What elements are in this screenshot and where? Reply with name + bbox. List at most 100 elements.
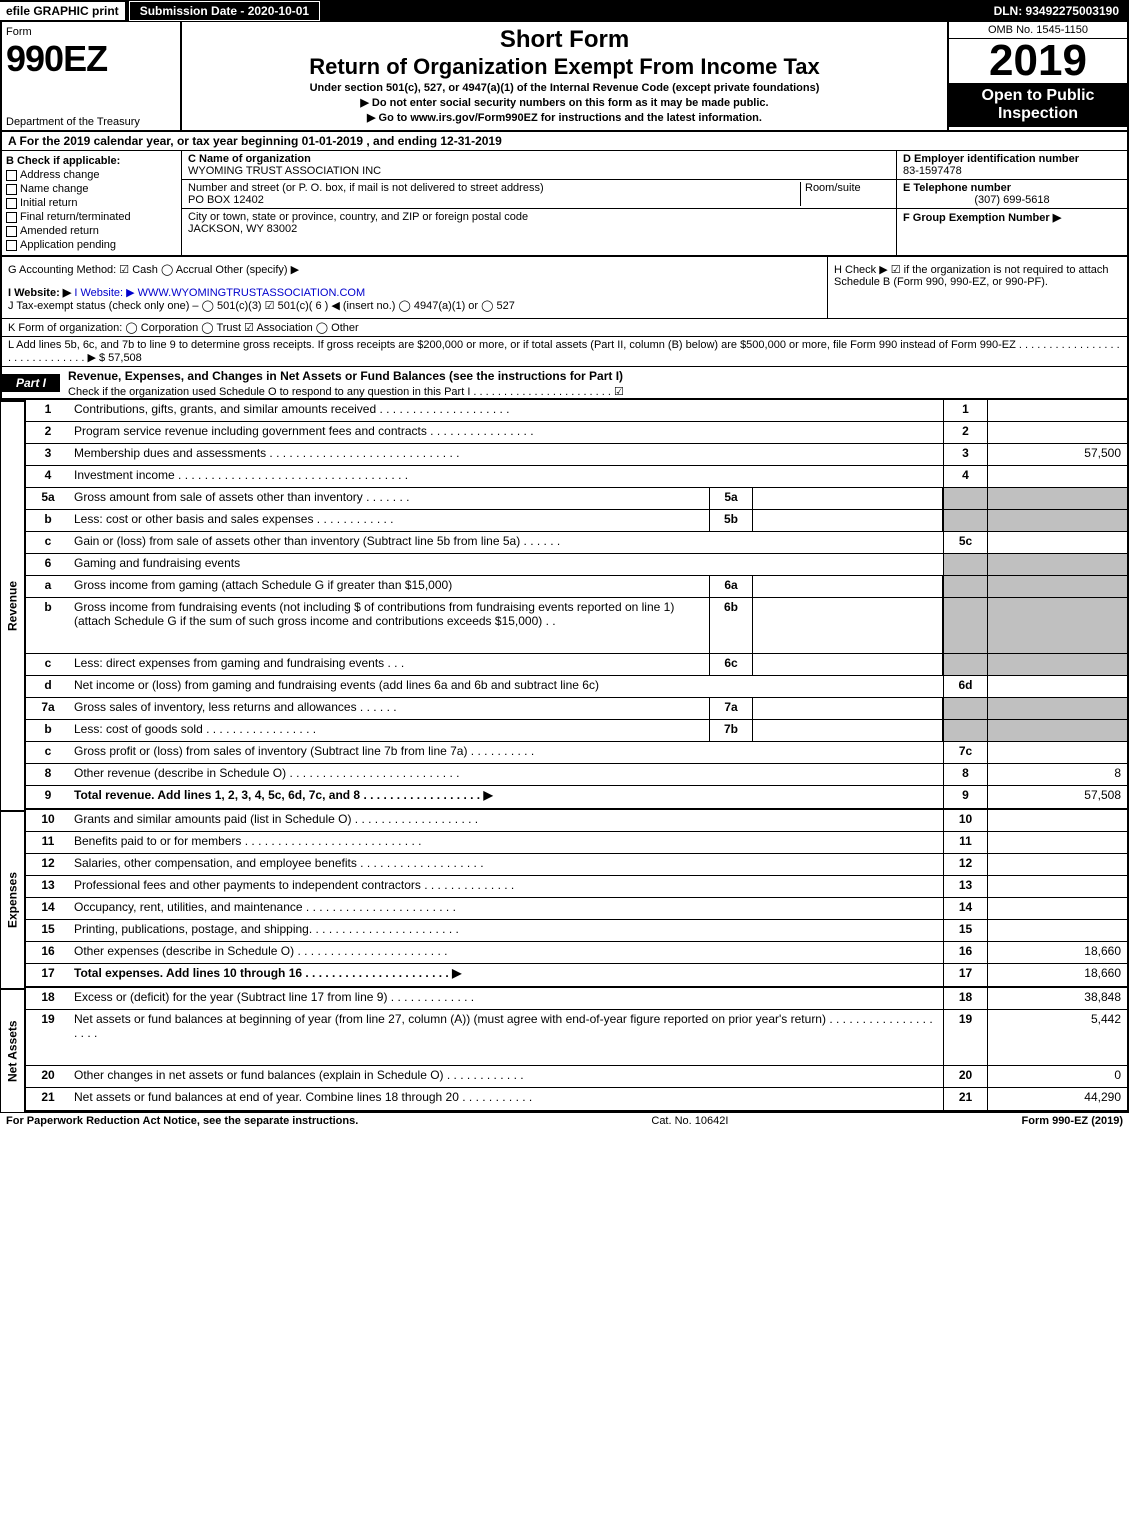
opt-address-change[interactable]: Address change [6, 169, 177, 181]
line-number: 9 [26, 786, 70, 808]
line-desc: Printing, publications, postage, and shi… [70, 920, 943, 941]
line-number: 3 [26, 444, 70, 465]
sub-line-value [753, 598, 943, 653]
line-row: 18Excess or (deficit) for the year (Subt… [26, 988, 1127, 1010]
city: JACKSON, WY 83002 [188, 223, 297, 235]
line-value [987, 832, 1127, 853]
right-line-number: 20 [943, 1066, 987, 1087]
right-line-number [943, 510, 987, 531]
street: PO BOX 12402 [188, 194, 264, 206]
opt-amended[interactable]: Amended return [6, 225, 177, 237]
opt-initial-return[interactable]: Initial return [6, 197, 177, 209]
right-line-number: 2 [943, 422, 987, 443]
line-row: 17Total expenses. Add lines 10 through 1… [26, 964, 1127, 986]
line-number: 2 [26, 422, 70, 443]
line-desc: Net income or (loss) from gaming and fun… [70, 676, 943, 697]
right-line-number: 7c [943, 742, 987, 763]
line-row: cGross profit or (loss) from sales of in… [26, 742, 1127, 764]
line-value [987, 742, 1127, 763]
right-line-number: 15 [943, 920, 987, 941]
line-desc: Gross income from fundraising events (no… [70, 598, 709, 653]
sub-line-value [753, 698, 943, 719]
part-i-header: Part I Revenue, Expenses, and Changes in… [0, 367, 1129, 400]
line-row: 6Gaming and fundraising events [26, 554, 1127, 576]
right-line-number: 6d [943, 676, 987, 697]
line-value: 8 [987, 764, 1127, 785]
footer-left: For Paperwork Reduction Act Notice, see … [6, 1115, 358, 1127]
line-row: 21Net assets or fund balances at end of … [26, 1088, 1127, 1110]
city-label: City or town, state or province, country… [188, 211, 528, 223]
line-g: G Accounting Method: ☑ Cash ◯ Accrual Ot… [8, 263, 821, 276]
line-desc: Other changes in net assets or fund bala… [70, 1066, 943, 1087]
line-number: c [26, 532, 70, 553]
expenses-side-label: Expenses [0, 810, 26, 988]
ssn-warning: ▶ Do not enter social security numbers o… [190, 96, 939, 109]
line-value [987, 400, 1127, 421]
opt-name-change[interactable]: Name change [6, 183, 177, 195]
line-value [987, 676, 1127, 697]
line-row: cGain or (loss) from sale of assets othe… [26, 532, 1127, 554]
right-line-number: 1 [943, 400, 987, 421]
line-number: 1 [26, 400, 70, 421]
line-value: 57,508 [987, 786, 1127, 808]
line-row: 11Benefits paid to or for members . . . … [26, 832, 1127, 854]
line-desc: Less: cost or other basis and sales expe… [70, 510, 709, 531]
org-name: WYOMING TRUST ASSOCIATION INC [188, 165, 381, 177]
box-def: D Employer identification number 83-1597… [897, 151, 1127, 255]
opt-final-return[interactable]: Final return/terminated [6, 211, 177, 223]
line-desc: Salaries, other compensation, and employ… [70, 854, 943, 875]
line-l: L Add lines 5b, 6c, and 7b to line 9 to … [0, 337, 1129, 367]
line-desc: Gaming and fundraising events [70, 554, 943, 575]
line-desc: Total expenses. Add lines 10 through 16 … [70, 964, 943, 986]
line-number: 5a [26, 488, 70, 509]
dept-treasury: Department of the Treasury [6, 116, 140, 128]
box-c: C Name of organization WYOMING TRUST ASS… [182, 151, 897, 255]
line-h: H Check ▶ ☑ if the organization is not r… [827, 257, 1127, 318]
line-desc: Contributions, gifts, grants, and simila… [70, 400, 943, 421]
line-number: a [26, 576, 70, 597]
line-row: 4Investment income . . . . . . . . . . .… [26, 466, 1127, 488]
right-line-number: 9 [943, 786, 987, 808]
line-value [987, 466, 1127, 487]
line-desc: Less: direct expenses from gaming and fu… [70, 654, 709, 675]
sub-line-number: 6a [709, 576, 753, 597]
right-line-number: 4 [943, 466, 987, 487]
line-row: 15Printing, publications, postage, and s… [26, 920, 1127, 942]
goto-link[interactable]: ▶ Go to www.irs.gov/Form990EZ for instru… [190, 111, 939, 124]
line-i[interactable]: I Website: ▶ I Website: ▶ WWW.WYOMINGTRU… [8, 286, 821, 299]
line-desc: Excess or (deficit) for the year (Subtra… [70, 988, 943, 1009]
line-number: b [26, 598, 70, 653]
line-value [987, 876, 1127, 897]
line-number: d [26, 676, 70, 697]
line-number: 15 [26, 920, 70, 941]
line-desc: Other revenue (describe in Schedule O) .… [70, 764, 943, 785]
right-line-number [943, 554, 987, 575]
line-j: J Tax-exempt status (check only one) – ◯… [8, 299, 821, 312]
efile-label: efile GRAPHIC print [0, 2, 125, 20]
right-line-number: 11 [943, 832, 987, 853]
right-line-number: 18 [943, 988, 987, 1009]
line-desc: Gross amount from sale of assets other t… [70, 488, 709, 509]
right-line-number: 19 [943, 1010, 987, 1065]
sub-line-number: 5b [709, 510, 753, 531]
line-number: c [26, 654, 70, 675]
line-value [987, 920, 1127, 941]
right-line-number: 13 [943, 876, 987, 897]
line-row: 10Grants and similar amounts paid (list … [26, 810, 1127, 832]
form-number: 990EZ [6, 38, 176, 80]
line-number: 7a [26, 698, 70, 719]
part-i-label: Part I [2, 374, 60, 392]
entity-block: B Check if applicable: Address change Na… [0, 151, 1129, 257]
line-row: 12Salaries, other compensation, and empl… [26, 854, 1127, 876]
line-number: 16 [26, 942, 70, 963]
tax-year: 2019 [949, 39, 1127, 83]
line-desc: Gross profit or (loss) from sales of inv… [70, 742, 943, 763]
line-desc: Professional fees and other payments to … [70, 876, 943, 897]
line-row: 14Occupancy, rent, utilities, and mainte… [26, 898, 1127, 920]
right-line-number: 21 [943, 1088, 987, 1110]
line-number: 21 [26, 1088, 70, 1110]
opt-pending[interactable]: Application pending [6, 239, 177, 251]
sub-line-value [753, 654, 943, 675]
top-bar: efile GRAPHIC print Submission Date - 20… [0, 0, 1129, 22]
line-value [987, 510, 1127, 531]
